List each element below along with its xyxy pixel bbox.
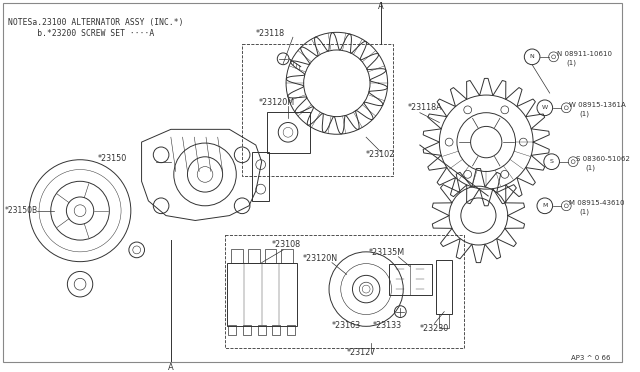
Text: S 08360-51062: S 08360-51062 [576,156,630,162]
Text: b.*23200 SCREW SET ····A: b.*23200 SCREW SET ····A [8,29,154,38]
Text: *23118A: *23118A [408,103,443,112]
Text: *23127: *23127 [347,348,376,357]
Text: A: A [378,2,383,11]
Text: *23120N: *23120N [303,254,338,263]
Bar [242,44,394,176]
Bar [225,235,464,348]
Text: (1): (1) [586,164,596,171]
Text: W 08915-1361A: W 08915-1361A [569,102,626,108]
Text: M: M [542,203,547,208]
Text: (1): (1) [579,208,589,215]
Text: *23150B: *23150B [5,206,38,215]
Text: *23120M: *23120M [259,99,295,108]
Text: AP3 ^ 0 66: AP3 ^ 0 66 [571,355,610,360]
Bar [287,326,295,335]
Text: *23150: *23150 [98,154,127,163]
Text: NOTESa.23100 ALTERNATOR ASSY (INC.*): NOTESa.23100 ALTERNATOR ASSY (INC.*) [8,17,183,27]
Text: N 08911-10610: N 08911-10610 [557,51,612,57]
Bar [281,249,293,263]
Text: *23118: *23118 [256,29,285,38]
Bar [228,326,236,335]
Bar [252,152,269,201]
Text: *23133: *23133 [373,321,402,330]
Text: (1): (1) [566,60,576,66]
Text: S: S [550,159,554,164]
Bar [436,260,452,314]
Bar [266,112,310,153]
Bar [388,264,431,295]
Bar [264,249,276,263]
Text: (1): (1) [579,110,589,117]
Bar [258,326,266,335]
Text: N: N [530,54,534,60]
Bar [248,249,260,263]
Text: W: W [541,105,548,110]
Text: *23163: *23163 [332,321,361,330]
Text: *23135M: *23135M [369,248,405,257]
Text: M 08915-43610: M 08915-43610 [569,200,625,206]
Bar [232,249,243,263]
Bar [243,326,251,335]
Bar [227,263,297,326]
Bar [440,314,449,328]
Text: *23108: *23108 [271,240,301,250]
Text: A: A [168,363,173,372]
Bar [273,326,280,335]
Text: *23102: *23102 [366,150,396,159]
Text: *23230: *23230 [420,324,449,333]
